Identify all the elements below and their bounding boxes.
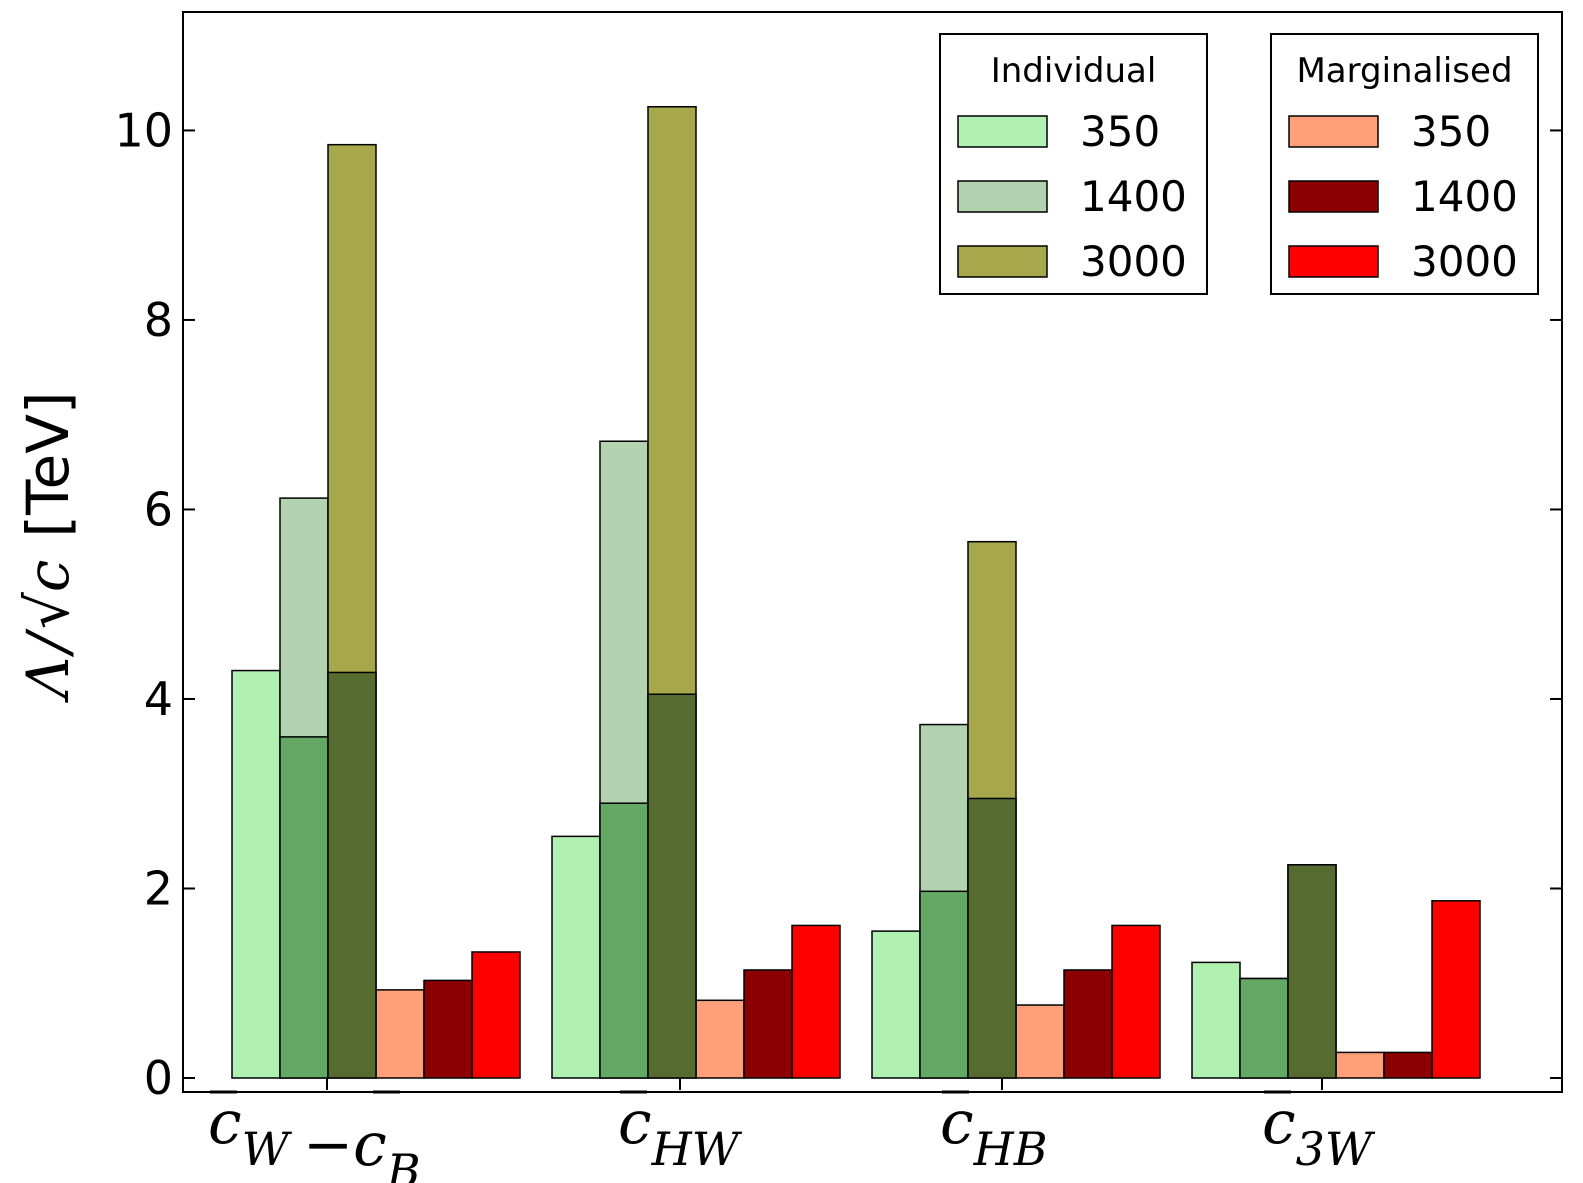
y-tick-label: 4 [144,672,173,726]
y-tick-label: 6 [144,482,173,536]
y-tick-label: 8 [144,293,173,347]
bar-individual-350-cat0 [231,669,281,1079]
bar-marginalised-1400-cat1 [743,969,793,1079]
bar-overlay-series2-cat1 [647,693,697,1079]
x-axis-categories: cW −cB cHW cHB c3W [208,1078,1376,1183]
bar-overlay-series1-cat2 [919,890,969,1079]
bar-overlay-series1-cat1 [599,802,649,1079]
legend-swatch [1288,245,1379,278]
x-tick-label-text: c3W [1262,1088,1376,1176]
legend-entry-label: 350 [1080,107,1160,156]
bar-marginalised-1400-cat2 [1063,969,1113,1079]
y-tick-label: 10 [114,103,173,157]
bar-marginalised-1400-cat0 [423,979,473,1079]
x-tick-label: cW −cB [208,1078,421,1183]
legend-swatch [957,115,1048,148]
y-tick-label: 0 [144,1051,173,1105]
bar-individual-350-cat2 [871,930,921,1079]
bar-overlay-series1-cat0 [279,736,329,1079]
x-tick-label: cHB [940,1078,1048,1176]
plot-frame [182,11,1563,1093]
legend-swatch [1288,115,1379,148]
x-tick-label-text: cW −cB [208,1088,421,1183]
bar-individual-350-cat3 [1191,961,1241,1079]
legend-swatch [1288,180,1379,213]
bar-marginalised-3000-cat3 [1431,900,1481,1079]
bar-overlay-series1-cat3 [1239,977,1289,1079]
y-axis: 0 2 4 6 8 10 [114,103,1562,1105]
x-tick-label-text: cHB [940,1088,1048,1176]
bar-marginalised-350-cat3 [1335,1051,1385,1079]
bar-marginalised-3000-cat0 [471,951,521,1079]
legend-swatch [957,245,1048,278]
bar-individual-350-cat1 [551,835,601,1079]
bar-marginalised-350-cat2 [1015,1004,1065,1079]
y-axis-label: Λ/√c[TeV] [14,391,82,703]
bar-overlay-series2-cat2 [967,797,1017,1079]
svg-text:Λ/√c[TeV]: Λ/√c[TeV] [14,391,82,703]
x-tick-label: cHW [618,1078,743,1176]
legend-title: Individual [991,51,1157,91]
legend-swatch [957,180,1048,213]
bar-marginalised-3000-cat2 [1111,924,1161,1079]
bar-overlay-series2-cat0 [327,671,377,1079]
legend-entry-label: 1400 [1080,172,1187,221]
bars-layer [231,106,1481,1079]
legend-entry-label: 350 [1411,107,1491,156]
legend-individual: Individual 350 1400 3000 [939,33,1208,295]
legend-marginalised: Marginalised 350 1400 3000 [1270,33,1539,295]
bar-overlay-series2-cat3 [1287,864,1337,1079]
bar-marginalised-350-cat1 [695,999,745,1079]
legends: Individual 350 1400 3000 Marginalised 350 1400… [939,33,1539,295]
x-tick-label-text: cHW [618,1088,743,1176]
y-tick-label: 2 [144,861,173,915]
legend-title: Marginalised [1296,51,1512,91]
bar-marginalised-350-cat0 [375,989,425,1079]
legend-entry-label: 1400 [1411,172,1518,221]
legend-entry-label: 3000 [1411,237,1518,286]
legend-entry-label: 3000 [1080,237,1187,286]
bar-marginalised-1400-cat3 [1383,1051,1433,1079]
bar-marginalised-3000-cat1 [791,924,841,1079]
x-tick-label: c3W [1262,1078,1376,1176]
